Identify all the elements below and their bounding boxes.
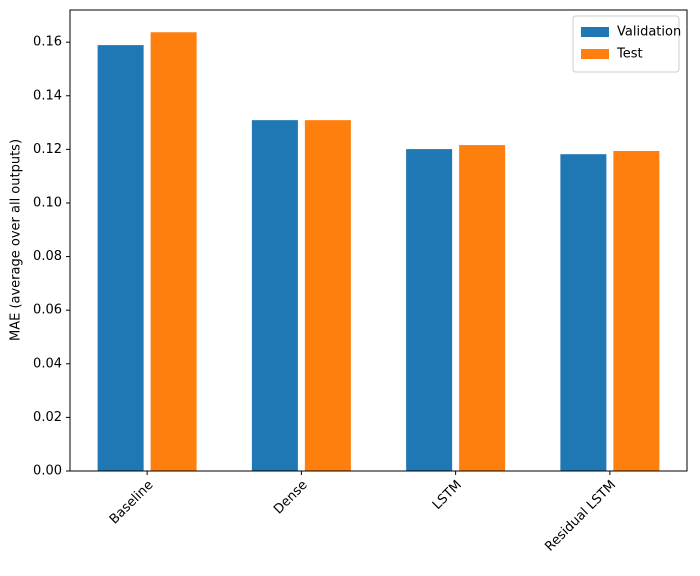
y-tick-label: 0.10 xyxy=(33,195,62,210)
legend-label: Validation xyxy=(617,25,681,40)
y-tick-label: 0.00 xyxy=(33,464,62,479)
y-tick-label: 0.04 xyxy=(33,356,62,371)
y-axis-label: MAE (average over all outputs) xyxy=(9,139,24,341)
x-tick-label: Baseline xyxy=(107,478,157,528)
bar xyxy=(251,120,298,471)
bar xyxy=(97,45,144,471)
legend-swatch xyxy=(581,27,609,37)
legend-label: Test xyxy=(616,47,643,62)
y-tick-label: 0.16 xyxy=(33,35,62,50)
y-tick-label: 0.12 xyxy=(33,142,62,157)
x-tick-label: Residual LSTM xyxy=(542,478,619,555)
plot-frame xyxy=(69,9,688,472)
bar xyxy=(304,120,351,471)
y-tick-label: 0.08 xyxy=(33,249,62,264)
legend-swatch xyxy=(581,49,609,59)
x-tick-label: Dense xyxy=(271,478,311,518)
bar xyxy=(459,145,506,471)
bar xyxy=(560,154,607,471)
y-tick-label: 0.14 xyxy=(33,88,62,103)
y-tick-label: 0.02 xyxy=(33,410,62,425)
bar xyxy=(613,150,660,472)
bar xyxy=(406,149,453,471)
x-tick-label: LSTM xyxy=(430,478,465,513)
bar xyxy=(150,32,197,471)
y-tick-label: 0.06 xyxy=(33,303,62,318)
